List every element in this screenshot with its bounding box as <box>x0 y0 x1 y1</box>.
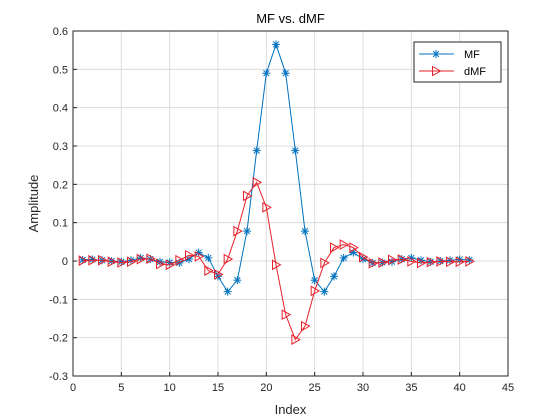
data-point-dMF <box>98 254 108 266</box>
x-tick-label: 35 <box>405 382 417 394</box>
data-point-dMF <box>310 285 321 297</box>
data-point-dMF <box>330 242 340 253</box>
x-tick-label: 40 <box>454 382 466 394</box>
data-point-dMF <box>136 253 147 265</box>
data-point-dMF <box>127 256 137 268</box>
data-point-dMF <box>175 254 185 266</box>
data-point-MF <box>339 253 348 262</box>
y-axis-label: Amplitude <box>26 175 41 233</box>
data-point-MF <box>330 272 338 281</box>
data-point-MF <box>233 276 242 285</box>
data-point-dMF <box>349 242 359 253</box>
data-point-dMF <box>291 334 301 345</box>
data-point-dMF <box>272 259 282 271</box>
data-point-MF <box>320 287 329 296</box>
series-dMF <box>78 177 475 345</box>
data-point-dMF <box>243 190 253 202</box>
data-point-dMF <box>455 256 466 268</box>
data-point-dMF <box>446 256 456 268</box>
legend-label: dMF <box>464 66 486 78</box>
chart-title: MF vs. dMF <box>256 11 325 26</box>
data-point-MF <box>204 253 213 262</box>
data-point-dMF <box>146 253 156 265</box>
data-point-dMF <box>204 265 214 276</box>
data-point-MF <box>243 227 251 236</box>
legend: MF dMF <box>413 41 502 83</box>
series-group <box>78 40 475 345</box>
y-tick-label: 0 <box>62 256 68 268</box>
y-tick-label: 0.5 <box>53 64 68 76</box>
y-tick-label: 0.4 <box>53 103 68 115</box>
data-point-MF <box>252 146 261 155</box>
data-point-MF <box>301 227 309 236</box>
data-point-dMF <box>214 269 224 280</box>
legend-label: MF <box>464 49 480 61</box>
data-point-MF <box>291 146 300 155</box>
y-tick-label: 0.2 <box>53 179 68 191</box>
data-point-dMF <box>417 257 427 269</box>
data-point-dMF <box>185 249 195 261</box>
x-tick-label: 5 <box>118 382 124 394</box>
x-tick-label: 20 <box>260 382 272 394</box>
data-point-dMF <box>368 257 379 269</box>
data-point-dMF <box>165 259 176 271</box>
plot-area <box>73 31 508 376</box>
data-point-dMF <box>436 256 446 267</box>
y-tick-label: 0.6 <box>53 26 68 38</box>
data-point-dMF <box>262 201 272 213</box>
x-tick-label: 45 <box>502 382 514 394</box>
data-point-MF <box>223 287 232 296</box>
data-point-dMF <box>407 256 417 267</box>
ticks: 0 5 10 15 20 25 30 35 40 45 -0.3 -0.2 -0.1 0 0.1 0.2 0.3… <box>49 26 514 394</box>
data-point-dMF <box>252 177 263 188</box>
data-point-dMF <box>78 255 89 266</box>
legend-item-MF: MF <box>419 49 480 61</box>
legend-box <box>413 41 502 83</box>
data-point-dMF <box>107 256 118 268</box>
data-point-dMF <box>320 257 330 269</box>
data-point-dMF <box>388 254 398 266</box>
data-point-dMF <box>465 256 475 267</box>
y-tick-label: -0.2 <box>49 333 68 345</box>
data-point-dMF <box>426 256 437 268</box>
y-tick-label: 0.3 <box>53 141 68 153</box>
data-point-dMF <box>88 254 98 266</box>
data-point-MF <box>272 40 280 49</box>
y-tick-label: -0.3 <box>49 371 68 383</box>
data-point-MF <box>281 69 290 78</box>
data-point-MF <box>310 276 319 285</box>
data-point-dMF <box>339 239 350 250</box>
x-tick-label: 30 <box>357 382 369 394</box>
x-tick-label: 0 <box>70 382 76 394</box>
data-point-dMF <box>223 253 234 265</box>
data-point-MF <box>262 69 271 78</box>
y-tick-label: 0.1 <box>53 218 68 230</box>
legend-marker <box>432 65 442 77</box>
axes-box <box>72 30 509 377</box>
data-point-dMF <box>233 225 243 237</box>
y-tick-label: -0.1 <box>49 294 68 306</box>
data-point-dMF <box>281 309 292 321</box>
data-point-dMF <box>117 257 127 268</box>
legend-item-dMF: dMF <box>419 65 486 78</box>
data-point-dMF <box>397 254 408 265</box>
legend-marker <box>432 50 440 58</box>
data-point-dMF <box>378 257 388 268</box>
data-point-dMF <box>359 251 369 263</box>
x-tick-label: 15 <box>212 382 224 394</box>
x-axis-label: Index <box>275 402 307 417</box>
data-point-dMF <box>156 258 166 270</box>
data-point-dMF <box>301 320 311 332</box>
x-tick-label: 25 <box>309 382 321 394</box>
data-point-dMF <box>194 251 205 262</box>
x-tick-label: 10 <box>164 382 176 394</box>
